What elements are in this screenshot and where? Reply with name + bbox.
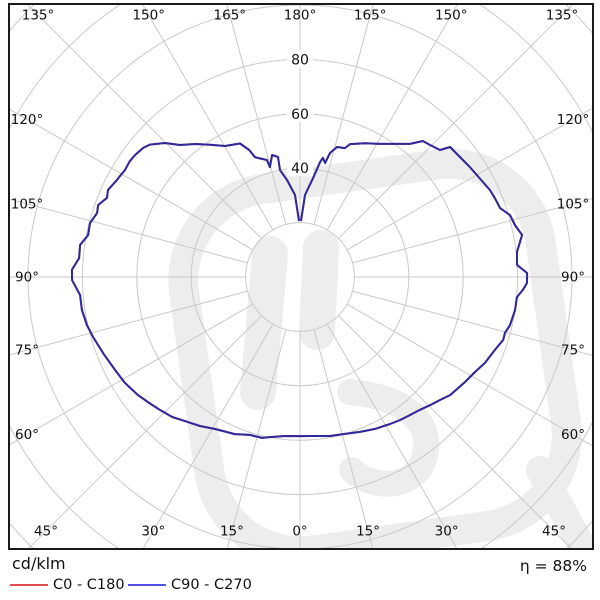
legend-entry-c90-c270: C90 - C270: [128, 577, 252, 593]
radius-label: 80: [291, 52, 309, 68]
angle-label: 150°: [132, 8, 165, 24]
red-line-swatch: [10, 584, 48, 586]
radius-labels: 40 60 80: [287, 51, 313, 177]
efficiency-value: η = 88%: [519, 557, 587, 575]
legend-label-c0-c180: C0 - C180: [53, 577, 125, 593]
angle-label: 165°: [214, 8, 247, 24]
angle-labels: 135° 150° 165° 180° 165° 150° 135° 120° 105° 90° 7…: [11, 8, 590, 540]
curves: [70, 140, 529, 439]
angle-label: 15°: [220, 524, 244, 540]
angle-label: 90°: [561, 270, 585, 286]
angle-label: 105°: [11, 196, 44, 212]
angle-label: 0°: [292, 524, 307, 540]
watermark-logo-icon: [168, 148, 592, 548]
angle-label: 75°: [15, 343, 39, 359]
angle-label: 30°: [435, 524, 459, 540]
angle-label: 60°: [15, 427, 39, 443]
plot-border: [8, 3, 594, 550]
legend: cd/klm C0 - C180 C90 - C270 η = 88%: [0, 553, 600, 599]
angle-label: 120°: [11, 112, 44, 128]
blue-line-swatch: [128, 584, 166, 586]
angle-label: 165°: [354, 8, 387, 24]
angle-label: 15°: [356, 524, 380, 540]
angle-label: 135°: [22, 8, 55, 24]
angle-label: 60°: [561, 427, 585, 443]
angle-label: 150°: [435, 8, 468, 24]
radius-label: 60: [291, 107, 309, 123]
curve-c90-c270: [70, 140, 529, 439]
angle-label: 45°: [542, 524, 566, 540]
angle-label: 180°: [284, 8, 317, 24]
angle-label: 75°: [561, 343, 585, 359]
legend-label-c90-c270: C90 - C270: [171, 577, 252, 593]
angle-label: 120°: [557, 112, 590, 128]
angle-label: 135°: [546, 8, 579, 24]
legend-entry-c0-c180: C0 - C180: [10, 577, 125, 593]
angle-label: 30°: [141, 524, 165, 540]
angle-label: 105°: [557, 196, 590, 212]
angle-label: 45°: [34, 524, 58, 540]
unit-label: cd/klm: [12, 554, 66, 573]
radius-label: 40: [291, 161, 309, 177]
angle-label: 90°: [15, 270, 39, 286]
